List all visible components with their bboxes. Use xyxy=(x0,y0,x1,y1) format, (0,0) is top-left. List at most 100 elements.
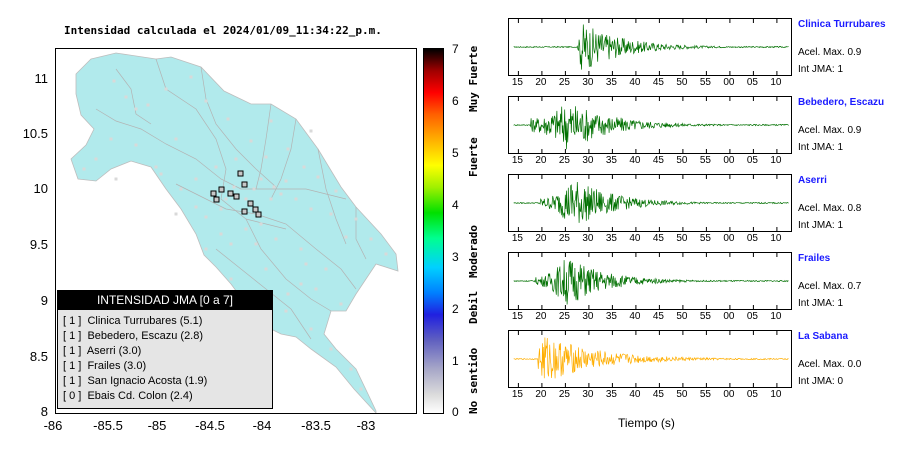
time-tick-label: 25 xyxy=(558,155,570,166)
time-tick-label: 30 xyxy=(582,389,594,400)
station-marker xyxy=(114,177,118,181)
waveform-svg xyxy=(513,331,789,387)
waveform-svg xyxy=(513,175,789,231)
time-tick-label: 20 xyxy=(535,389,547,400)
time-tick-label: 25 xyxy=(558,311,570,322)
station-int-jma: Int JMA: 1 xyxy=(798,64,844,75)
station-marker xyxy=(174,212,178,216)
station-marker xyxy=(279,192,283,196)
station-acel-max: Acel. Max. 0.9 xyxy=(798,47,862,58)
station-marker xyxy=(254,242,258,246)
colorbar-tick: 0 xyxy=(452,405,459,419)
station-marker xyxy=(329,212,333,216)
time-tick-label: 10 xyxy=(770,155,782,166)
station-marker xyxy=(294,197,298,201)
station-marker xyxy=(249,139,253,143)
station-int-jma: Int JMA: 1 xyxy=(798,142,844,153)
costa-rica-map xyxy=(70,52,399,413)
station-marker xyxy=(204,99,208,103)
time-tick-label: 50 xyxy=(676,311,688,322)
station-int-jma: Int JMA: 0 xyxy=(798,376,844,387)
time-tick-label: 00 xyxy=(723,155,735,166)
station-marker xyxy=(329,347,333,351)
colorbar-label-debil: Debil xyxy=(467,290,480,324)
time-tick-label: 05 xyxy=(746,233,758,244)
legend-item: [ 1 ] Bebedero, Escazu (2.8) xyxy=(63,330,204,342)
lon-tick: -83.5 xyxy=(301,418,331,433)
station-acel-max: Acel. Max. 0.9 xyxy=(798,125,862,136)
time-tick-label: 20 xyxy=(535,155,547,166)
colorbar-tick: 2 xyxy=(452,302,459,316)
station-marker xyxy=(109,137,113,141)
intensity-colorbar xyxy=(423,48,444,414)
station-marker xyxy=(134,143,138,147)
time-tick-label: 00 xyxy=(723,233,735,244)
station-int-jma: Int JMA: 1 xyxy=(798,220,844,231)
time-tick-label: 45 xyxy=(652,311,664,322)
legend-title: INTENSIDAD JMA [0 a 7] xyxy=(58,291,272,310)
station-marker xyxy=(304,262,308,266)
station-marker xyxy=(354,217,358,221)
time-tick-label: 15 xyxy=(511,233,523,244)
lon-tick: -84 xyxy=(252,418,272,433)
time-tick-label: 45 xyxy=(652,155,664,166)
time-tick-label: 00 xyxy=(723,311,735,322)
time-tick-label: 45 xyxy=(652,77,664,88)
station-acel-max: Acel. Max. 0.0 xyxy=(798,359,862,370)
station-marker xyxy=(112,79,116,83)
time-axis-label: Tiempo (s) xyxy=(618,416,675,430)
station-marker xyxy=(359,387,363,391)
colorbar-label-fuerte: Fuerte xyxy=(467,137,480,177)
time-tick-label: 45 xyxy=(652,233,664,244)
station-marker xyxy=(309,207,313,211)
station-marker xyxy=(134,107,138,111)
time-tick-label: 40 xyxy=(629,389,641,400)
station-marker xyxy=(232,185,236,189)
station-marker xyxy=(219,232,223,236)
time-tick-label: 50 xyxy=(676,233,688,244)
time-tick-label: 35 xyxy=(605,77,617,88)
colorbar-label-muy-fuerte: Muy Fuerte xyxy=(467,45,480,112)
station-marker xyxy=(269,119,273,123)
time-tick-label: 35 xyxy=(605,311,617,322)
time-tick-label: 00 xyxy=(723,389,735,400)
station-marker xyxy=(229,242,233,246)
waveform-svg xyxy=(513,19,789,75)
time-tick-label: 05 xyxy=(746,389,758,400)
station-acel-max: Acel. Max. 0.7 xyxy=(798,281,862,292)
time-tick-label: 40 xyxy=(629,233,641,244)
lat-tick: 8 xyxy=(40,404,48,419)
waveform-svg xyxy=(513,97,789,153)
station-marker xyxy=(244,197,248,201)
time-tick-label: 50 xyxy=(676,155,688,166)
time-tick-label: 15 xyxy=(511,311,523,322)
station-marker xyxy=(309,327,313,331)
station-marker xyxy=(316,175,320,179)
time-tick-label: 55 xyxy=(699,311,711,322)
colorbar-tick: 3 xyxy=(452,250,459,264)
station-marker xyxy=(159,172,163,176)
colorbar-label-no-sentido: No sentido xyxy=(467,347,480,414)
time-tick-label: 10 xyxy=(770,389,782,400)
station-marker xyxy=(259,222,263,226)
station-marker xyxy=(189,75,193,79)
station-name: Frailes xyxy=(798,253,831,264)
station-acel-max: Acel. Max. 0.8 xyxy=(798,203,862,214)
roads-borders xyxy=(95,58,367,340)
time-tick-label: 15 xyxy=(511,389,523,400)
waveform-trace xyxy=(513,337,789,379)
station-marker xyxy=(302,165,306,169)
station-marker xyxy=(244,227,248,231)
time-tick-label: 55 xyxy=(699,233,711,244)
time-tick-label: 25 xyxy=(558,233,570,244)
time-tick-label: 50 xyxy=(676,389,688,400)
station-marker xyxy=(124,95,128,99)
time-tick-label: 10 xyxy=(770,311,782,322)
lon-tick: -86 xyxy=(43,418,63,433)
waveform-panel xyxy=(508,252,792,310)
lon-tick: -84.5 xyxy=(195,418,225,433)
station-marker xyxy=(264,155,268,159)
station-marker xyxy=(229,277,233,281)
station-marker xyxy=(259,177,263,181)
time-tick-label: 40 xyxy=(629,155,641,166)
